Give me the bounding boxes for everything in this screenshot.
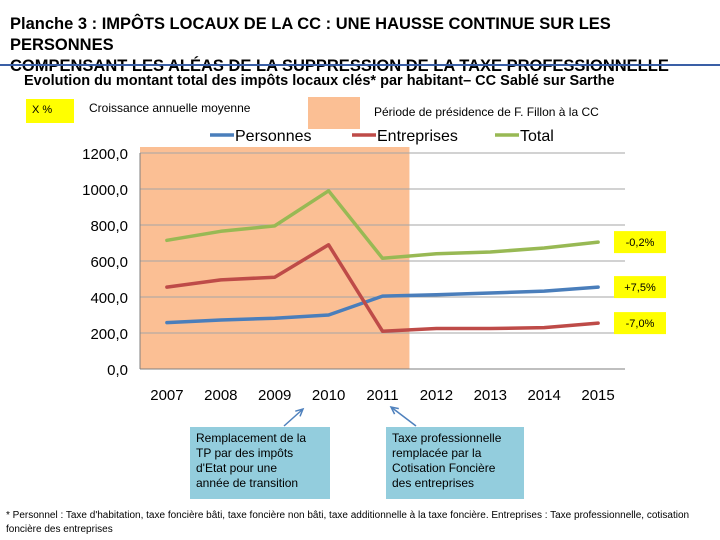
y-tick-label: 1200,0: [82, 146, 128, 163]
callout-arrow-2011: [390, 406, 417, 427]
legend-label: Entreprises: [377, 128, 458, 145]
y-tick-label: 600,0: [90, 254, 128, 271]
x-tick-label: 2014: [527, 387, 560, 404]
series-line-personnes: [165, 285, 600, 325]
growth-label-box: [614, 231, 666, 254]
title-divider: [0, 64, 720, 66]
x-tick-label: 2010: [312, 387, 345, 404]
y-tick-label: 1000,0: [82, 182, 128, 199]
legend-label: Personnes: [235, 128, 312, 145]
period-legend-text: Période de présidence de F. Fillon à la …: [374, 105, 599, 119]
callout-tp-line2: TP par des impôts: [196, 446, 294, 460]
callout-cfe-line2: remplacée par la: [392, 446, 482, 460]
y-tick-label: 800,0: [90, 218, 128, 235]
y-tick-label: 400,0: [90, 290, 128, 307]
growth-label: -7,0%: [626, 318, 655, 330]
x-tick-label: 2007: [150, 387, 183, 404]
x-tick-label: 2012: [420, 387, 453, 404]
callout-cfe-line4: des entreprises: [392, 476, 475, 490]
period-legend-swatch: [308, 97, 360, 129]
callout-arrow-2010-head: [295, 407, 305, 417]
legend-label: Total: [520, 128, 554, 145]
x-tick-label: 2015: [581, 387, 614, 404]
chart-subtitle: Evolution du montant total des impôts lo…: [24, 73, 615, 89]
presidency-period-band: [140, 147, 410, 369]
growth-label-box: [614, 312, 666, 335]
x-tick-label: 2011: [366, 387, 398, 404]
callout-arrow-2011-head: [389, 405, 399, 415]
growth-legend-swatch: X %: [26, 99, 74, 123]
series-line-total: [165, 189, 600, 261]
growth-label: +7,5%: [624, 282, 656, 294]
callout-tp-line1: Remplacement de la: [196, 431, 307, 445]
x-tick-label: 2008: [204, 387, 237, 404]
callout-tp-line3: d'Etat pour une: [196, 461, 278, 475]
growth-label: -0,2%: [626, 237, 655, 249]
callout-cfe: Taxe professionnelle remplacée par la Co…: [386, 427, 524, 499]
growth-legend-swatch-label: X %: [32, 104, 53, 116]
callout-tp-line4: année de transition: [196, 476, 299, 490]
x-tick-label: 2009: [258, 387, 291, 404]
callout-arrow-2010: [283, 408, 304, 427]
callout-cfe-line3: Cotisation Foncière: [392, 461, 496, 475]
growth-legend-text: Croissance annuelle moyenne: [89, 101, 251, 115]
y-tick-label: 200,0: [90, 326, 128, 343]
callout-tp-replacement: Remplacement de la TP par des impôts d'E…: [190, 427, 330, 499]
series-line-entreprises: [165, 243, 600, 333]
slide-title: Planche 3 : IMPÔTS LOCAUX DE LA CC : UNE…: [10, 14, 710, 77]
callout-cfe-line1: Taxe professionnelle: [392, 431, 502, 445]
footnote: * Personnel : Taxe d'habitation, taxe fo…: [6, 510, 690, 535]
x-tick-label: 2013: [474, 387, 507, 404]
slide-title-line2: COMPENSANT LES ALÉAS DE LA SUPPRESSION D…: [10, 57, 669, 75]
growth-label-box: [614, 276, 666, 299]
y-tick-label: 0,0: [107, 362, 128, 379]
slide-title-line1: Planche 3 : IMPÔTS LOCAUX DE LA CC : UNE…: [10, 15, 611, 54]
